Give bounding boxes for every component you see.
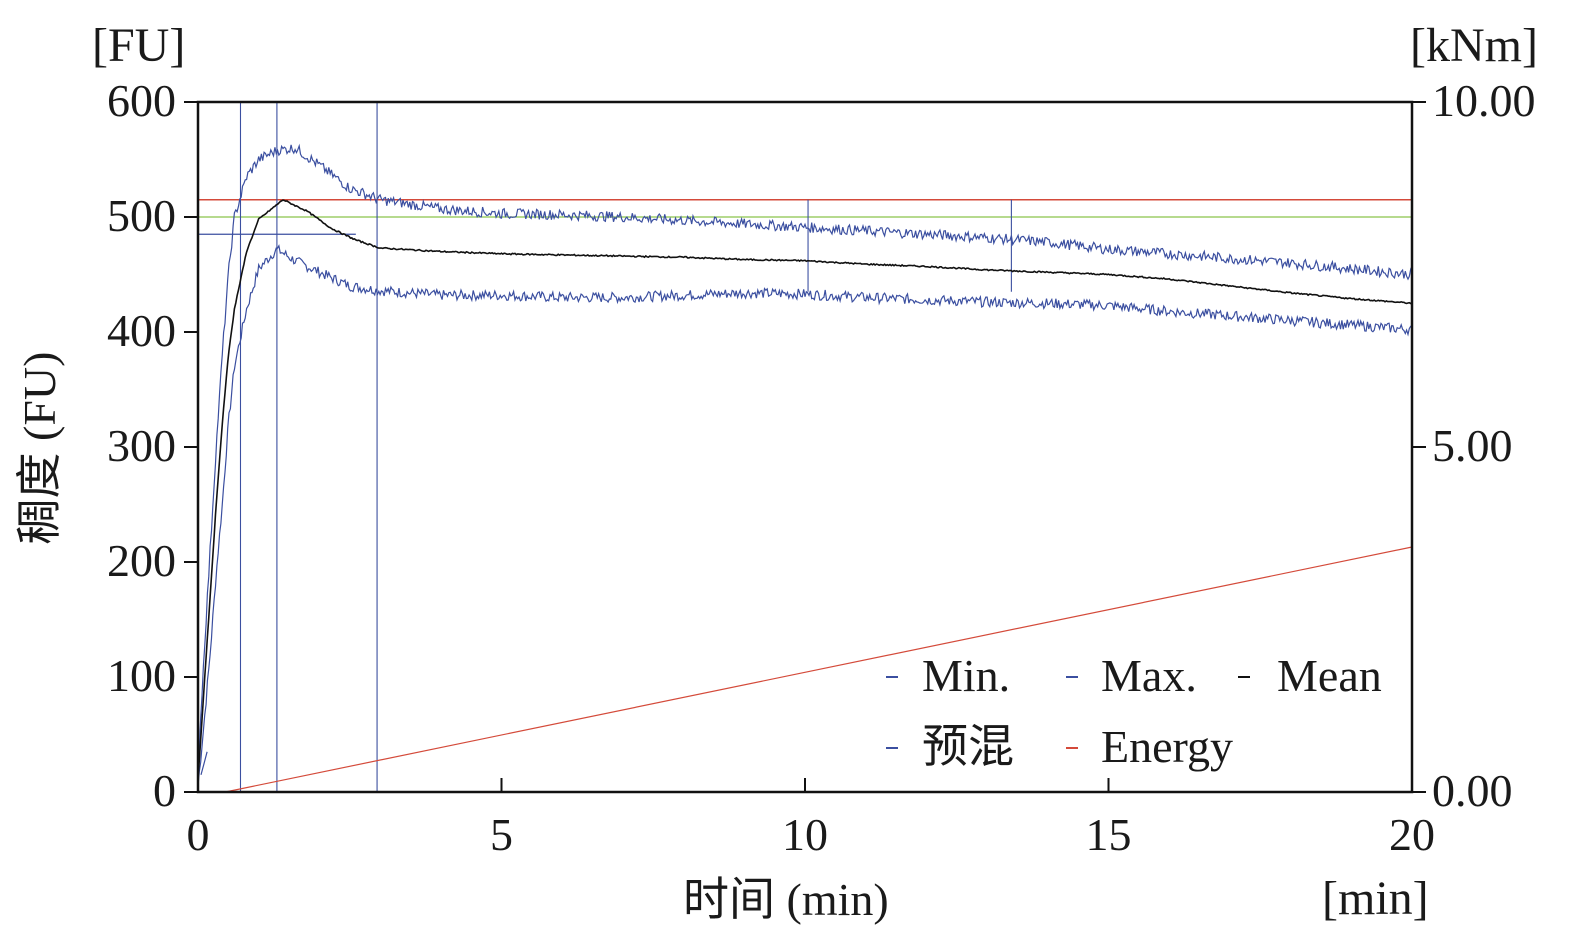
y-tick-label-left: 0: [153, 765, 176, 816]
x-tick-label: 0: [186, 809, 210, 860]
series-line-Max.: [197, 143, 1413, 766]
y-tick-label-left: 400: [107, 305, 176, 356]
x-tick-label: 10: [782, 809, 828, 860]
y-tick-label-left: 100: [107, 650, 176, 701]
legend-label: Mean: [1277, 650, 1382, 701]
x-tick-label: 15: [1085, 809, 1132, 860]
y-axis-title: 稠度 (FU): [14, 351, 65, 545]
series-layer: [197, 143, 1413, 793]
legend-swatches: [886, 676, 1250, 749]
series-line-Min.: [197, 244, 1413, 787]
plot-frame: [196, 100, 1414, 794]
tick-marks: [184, 101, 1426, 793]
x-tick-label: 5: [490, 809, 513, 860]
series-line-预混: [200, 751, 208, 775]
y-tick-label-left: 300: [107, 420, 176, 471]
legend-label: Energy: [1101, 721, 1234, 772]
y-tick-label-left: 200: [107, 535, 176, 586]
y-tick-label-right: 5.00: [1432, 420, 1513, 471]
legend-label: Min.: [922, 650, 1011, 701]
y-tick-label-right: 10.00: [1432, 75, 1536, 126]
x-tick-label: 20: [1389, 809, 1435, 860]
y-tick-label-left: 500: [107, 190, 176, 241]
legend-label: Max.: [1101, 650, 1197, 701]
x-unit-label: [min]: [1322, 872, 1429, 925]
legend-label: 预混: [922, 721, 1014, 772]
x-axis-title: 时间 (min): [683, 874, 889, 925]
series-line-Energy: [225, 546, 1413, 793]
y-tick-label-left: 600: [107, 75, 176, 126]
y-tick-label-right: 0.00: [1432, 765, 1513, 816]
left-unit-label: [FU]: [92, 19, 186, 72]
reference-lines: [198, 102, 1412, 792]
series-line-Mean: [197, 199, 1413, 781]
right-unit-label: [kNm]: [1410, 19, 1538, 72]
